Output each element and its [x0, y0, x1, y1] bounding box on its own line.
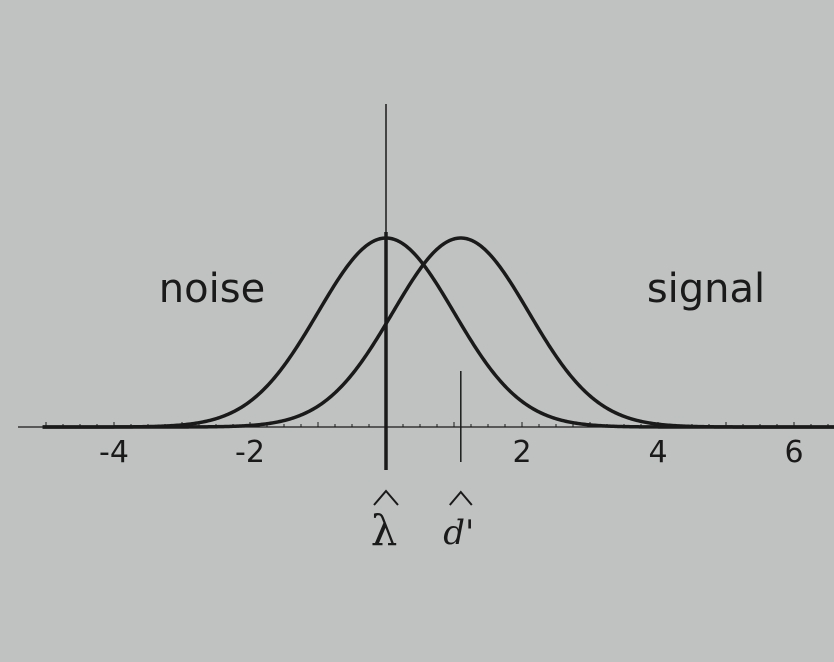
signal-label: signal	[647, 266, 765, 312]
x-tick-label: 6	[784, 435, 803, 470]
lambda-hat	[373, 489, 399, 506]
criterion-markers: λ d'	[371, 104, 474, 555]
distribution-curves	[42, 236, 834, 429]
x-axis-tick-labels: -4 -2 2 4 6	[99, 435, 804, 470]
lambda-label: λ	[371, 506, 398, 555]
series-labels: noise signal	[159, 266, 765, 312]
dprime-label: d'	[443, 513, 474, 553]
x-tick-label: 2	[512, 435, 531, 470]
x-tick-label: 4	[648, 435, 667, 470]
x-tick-label: -2	[235, 435, 265, 470]
signal-curve	[42, 236, 834, 429]
dprime-hat	[449, 490, 473, 506]
noise-label: noise	[159, 266, 265, 312]
x-tick-label: -4	[99, 435, 129, 470]
